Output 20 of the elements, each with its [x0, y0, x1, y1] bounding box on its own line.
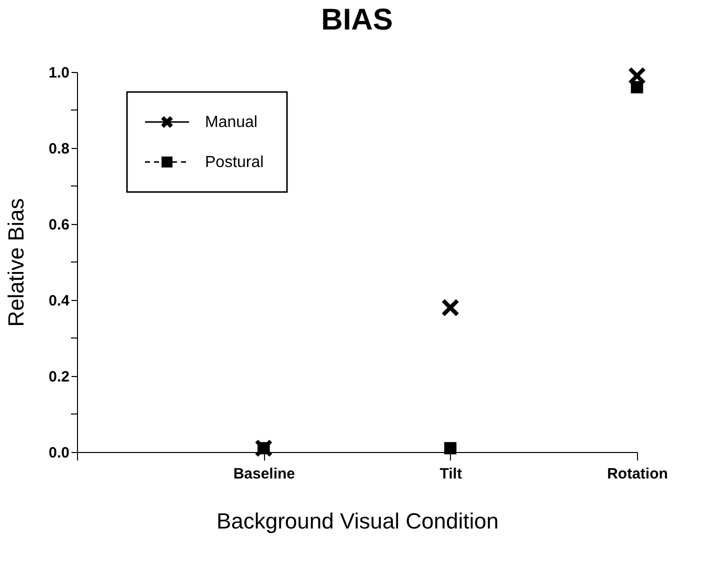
- point: [441, 298, 460, 317]
- y-axis-title: Relative Bias: [4, 198, 29, 327]
- x-tick-label: Rotation: [607, 466, 668, 482]
- point: [630, 81, 644, 94]
- y-tick-label: 0.4: [48, 292, 70, 310]
- y-tick-label: 0.2: [48, 368, 70, 386]
- x-tick-label: Baseline: [233, 466, 296, 482]
- x-tick-label: Tilt: [440, 466, 462, 482]
- y-tick-label: 0.0: [48, 444, 70, 462]
- x-axis-title: Background Visual Condition: [216, 508, 499, 534]
- y-tick-label: 1.0: [48, 64, 70, 82]
- y-tick-label: 0.6: [48, 216, 70, 234]
- chart-title: BIAS: [321, 4, 393, 37]
- y-tick-label: 0.8: [48, 140, 70, 158]
- point: [254, 439, 273, 458]
- point: [628, 66, 646, 85]
- point: [258, 442, 270, 454]
- legend-label: Manual: [205, 114, 258, 131]
- point: [444, 442, 456, 454]
- legend-label: Postural: [205, 154, 264, 171]
